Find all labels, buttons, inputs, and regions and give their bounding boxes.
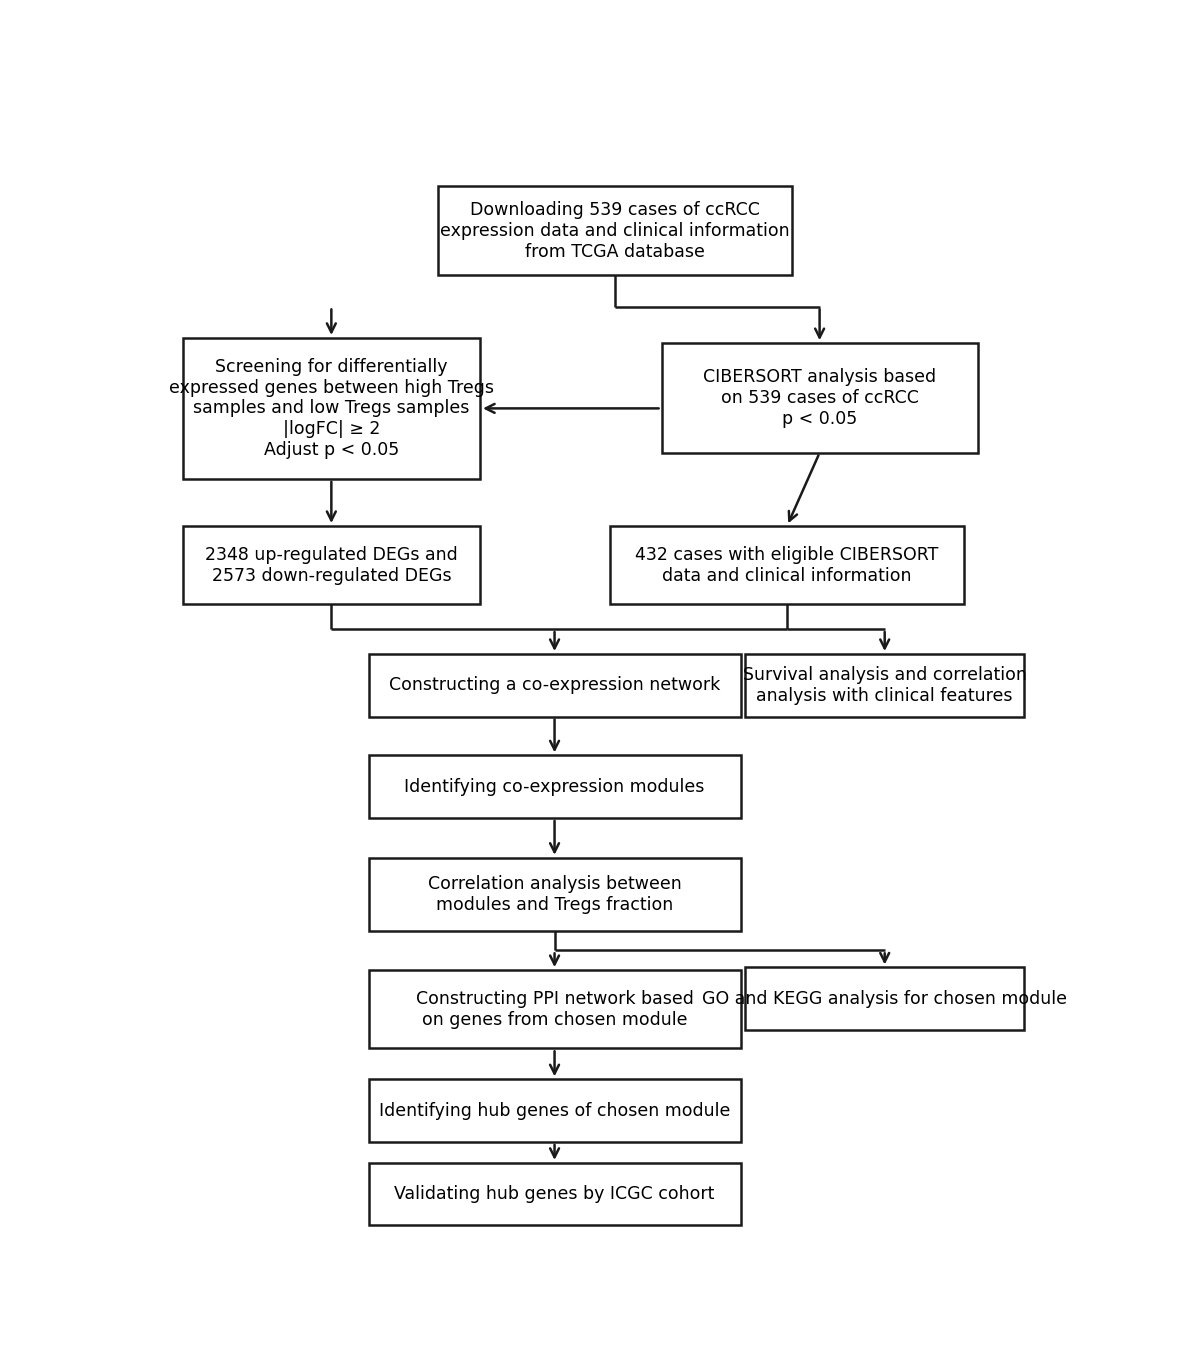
Text: Screening for differentially
expressed genes between high Tregs
samples and low : Screening for differentially expressed g… <box>169 358 494 459</box>
Bar <box>182 338 480 479</box>
Text: Constructing a co-expression network: Constructing a co-expression network <box>389 676 720 695</box>
Text: Identifying co-expression modules: Identifying co-expression modules <box>404 778 704 795</box>
Text: Correlation analysis between
modules and Tregs fraction: Correlation analysis between modules and… <box>427 875 682 913</box>
Text: 432 cases with eligible CIBERSORT
data and clinical information: 432 cases with eligible CIBERSORT data a… <box>635 546 938 585</box>
Text: Downloading 539 cases of ccRCC
expression data and clinical information
from TCG: Downloading 539 cases of ccRCC expressio… <box>440 201 790 261</box>
Bar <box>368 756 740 818</box>
Text: Survival analysis and correlation
analysis with clinical features: Survival analysis and correlation analys… <box>743 666 1027 704</box>
Bar <box>745 968 1025 1030</box>
Text: GO and KEGG analysis for chosen module: GO and KEGG analysis for chosen module <box>702 989 1067 1008</box>
Bar <box>368 654 740 716</box>
Bar <box>661 343 978 453</box>
Text: 2348 up-regulated DEGs and
2573 down-regulated DEGs: 2348 up-regulated DEGs and 2573 down-reg… <box>205 546 457 585</box>
Bar <box>368 970 740 1049</box>
Text: Constructing PPI network based
on genes from chosen module: Constructing PPI network based on genes … <box>415 989 694 1029</box>
Bar <box>368 1079 740 1141</box>
Text: CIBERSORT analysis based
on 539 cases of ccRCC
p < 0.05: CIBERSORT analysis based on 539 cases of… <box>703 368 936 427</box>
Bar <box>368 1163 740 1225</box>
Bar <box>745 654 1025 716</box>
Bar <box>611 527 964 604</box>
Text: Validating hub genes by ICGC cohort: Validating hub genes by ICGC cohort <box>395 1185 715 1204</box>
Bar <box>438 186 792 275</box>
Bar <box>368 858 740 931</box>
Bar <box>182 527 480 604</box>
Text: Identifying hub genes of chosen module: Identifying hub genes of chosen module <box>379 1102 731 1120</box>
